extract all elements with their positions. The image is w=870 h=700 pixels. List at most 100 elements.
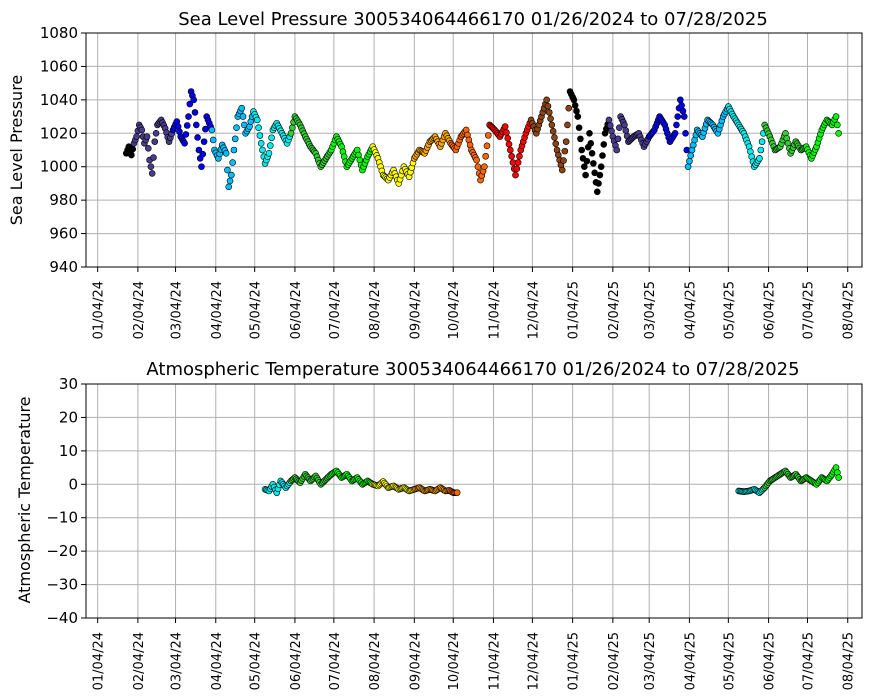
data-point <box>266 142 274 149</box>
data-point <box>501 123 509 130</box>
data-point <box>573 107 580 115</box>
y-tick-label: 940 <box>49 258 78 276</box>
data-point <box>483 142 491 150</box>
temperature-grid <box>86 383 862 619</box>
data-point <box>583 157 591 165</box>
data-point <box>514 159 522 166</box>
x-tick-label: 08/04/24 <box>368 281 383 339</box>
data-point <box>505 140 513 148</box>
data-point <box>614 135 622 143</box>
data-point <box>228 171 235 179</box>
x-tick-label: 01/04/24 <box>92 632 107 690</box>
x-tick-label: 11/04/24 <box>487 281 502 339</box>
data-point <box>544 102 552 110</box>
data-point <box>148 170 156 177</box>
data-point <box>551 134 558 141</box>
data-point <box>606 122 614 129</box>
data-point <box>194 134 201 141</box>
x-tick-label: 02/04/25 <box>607 632 622 690</box>
pressure-title: Sea Level Pressure 300534064466170 01/26… <box>178 9 768 30</box>
x-tick-label: 05/04/24 <box>249 281 264 339</box>
pressure-y-ticks: 940 960 980 1000 1020 1040 1060 1080 <box>40 24 86 276</box>
x-tick-label: 04/04/25 <box>683 281 698 339</box>
data-point <box>238 104 246 112</box>
data-point <box>208 126 216 134</box>
data-point <box>834 121 841 129</box>
x-tick-label: 06/04/24 <box>289 632 304 690</box>
data-point <box>757 146 765 154</box>
data-point <box>226 177 234 185</box>
data-point <box>481 163 488 171</box>
data-point <box>596 171 604 179</box>
x-tick-label: 07/04/24 <box>328 632 343 690</box>
data-point <box>597 163 605 171</box>
data-point <box>832 113 840 120</box>
x-tick-label: 04/04/25 <box>683 632 698 690</box>
x-tick-label: 07/04/25 <box>801 632 816 690</box>
x-tick-label: 05/04/25 <box>722 632 737 690</box>
x-tick-label: 01/04/25 <box>567 281 582 339</box>
data-point <box>289 124 296 132</box>
data-point <box>582 171 589 179</box>
data-point <box>680 113 688 120</box>
data-point <box>152 129 160 137</box>
data-point <box>186 100 194 108</box>
data-point <box>224 166 231 174</box>
data-point <box>191 109 199 116</box>
x-tick-label: 04/04/24 <box>210 281 225 339</box>
data-point <box>473 156 480 164</box>
x-tick-label: 08/04/25 <box>842 632 857 690</box>
data-point <box>239 113 247 120</box>
data-point <box>570 96 578 104</box>
data-point <box>577 135 584 143</box>
x-tick-label: 12/04/24 <box>526 632 541 690</box>
temperature-x-ticks: 01/04/24 02/04/24 03/04/24 04/04/24 05/04/24… <box>92 618 857 690</box>
data-point <box>181 140 188 147</box>
data-point <box>256 132 264 139</box>
x-tick-label: 02/04/25 <box>607 281 622 339</box>
data-point <box>129 145 137 153</box>
y-tick-label: 10 <box>59 442 78 460</box>
temperature-points <box>261 464 842 496</box>
data-point <box>571 102 579 109</box>
y-tick-label: 1000 <box>40 158 78 176</box>
x-tick-label: 10/04/24 <box>447 632 462 690</box>
data-point <box>230 146 238 154</box>
data-point <box>138 126 146 134</box>
data-point <box>147 163 155 171</box>
y-tick-label: −20 <box>46 542 78 560</box>
pressure-ylabel: Sea Level Pressure <box>7 75 26 226</box>
data-point <box>482 152 489 160</box>
data-point <box>195 146 203 154</box>
data-point <box>687 152 695 159</box>
data-point <box>613 146 621 154</box>
data-point <box>513 165 521 173</box>
x-tick-label: 03/04/24 <box>170 632 185 690</box>
x-tick-label: 06/04/25 <box>763 632 778 690</box>
data-point <box>758 138 766 145</box>
data-point <box>558 166 566 174</box>
data-point <box>543 96 550 104</box>
data-point <box>608 127 615 135</box>
data-point <box>133 133 140 140</box>
data-point <box>548 121 556 129</box>
data-point <box>574 113 582 120</box>
data-point <box>128 151 135 159</box>
data-point <box>835 474 842 481</box>
y-tick-label: 1080 <box>40 24 78 42</box>
x-tick-label: 08/04/25 <box>842 281 857 339</box>
data-point <box>198 163 205 171</box>
x-tick-label: 08/04/24 <box>368 632 383 690</box>
data-point <box>202 125 209 133</box>
data-point <box>674 113 682 120</box>
data-point <box>268 134 275 142</box>
temperature-y-ticks: −40 −30 −20 −10 0 10 20 30 <box>46 375 86 627</box>
pressure-plot-frame <box>85 32 863 268</box>
data-point <box>684 163 692 171</box>
data-point <box>190 96 198 104</box>
y-tick-label: 1060 <box>40 57 78 75</box>
data-point <box>453 489 461 496</box>
data-point <box>143 133 151 140</box>
x-tick-label: 02/04/24 <box>132 281 147 339</box>
